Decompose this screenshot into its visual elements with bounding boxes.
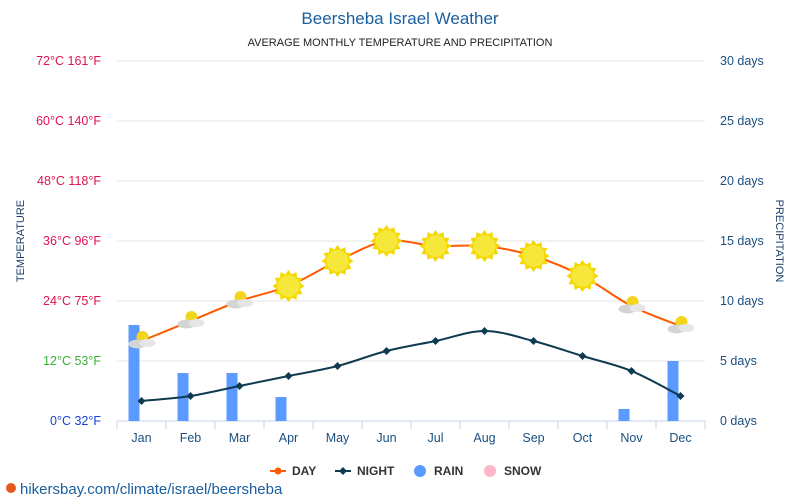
legend-label: NIGHT	[357, 464, 395, 478]
left-tick-label: 0°C 32°F	[50, 414, 101, 428]
sun-icon	[321, 245, 354, 277]
cloud	[237, 299, 254, 307]
chart-title: Beersheba Israel Weather	[301, 9, 499, 28]
x-tick-label: Aug	[473, 431, 495, 445]
legend-rain-swatch	[414, 465, 426, 477]
sun-disc	[424, 235, 447, 257]
cloud	[139, 339, 156, 347]
night-point	[284, 372, 293, 380]
sun-icon	[468, 230, 501, 262]
legend-snow-swatch	[484, 465, 496, 477]
night-point	[676, 392, 685, 400]
night-point	[186, 392, 195, 400]
legend-label: DAY	[292, 464, 316, 478]
night-point	[235, 382, 244, 390]
night-point	[480, 327, 489, 335]
x-tick-label: Oct	[573, 431, 593, 445]
legend-label: RAIN	[434, 464, 463, 478]
sun-disc	[473, 235, 496, 257]
right-axis-label: PRECIPITATION	[773, 200, 785, 283]
x-tick-label: Sep	[522, 431, 544, 445]
chart-subtitle: AVERAGE MONTHLY TEMPERATURE AND PRECIPIT…	[248, 37, 553, 49]
sun-disc	[277, 275, 300, 297]
day-line	[141, 239, 681, 342]
sun-icon	[517, 240, 550, 272]
night-line	[141, 329, 681, 402]
sun-icon	[566, 260, 599, 292]
night-point	[529, 337, 538, 345]
sun-icon	[419, 230, 452, 262]
cloud	[678, 324, 695, 332]
right-tick-label: 20 days	[720, 174, 764, 188]
right-tick-label: 10 days	[720, 294, 764, 308]
cloud	[188, 319, 205, 327]
left-axis-label: TEMPERATURE	[15, 200, 27, 282]
right-tick-label: 30 days	[720, 54, 764, 68]
left-tick-label: 12°C 53°F	[43, 354, 101, 368]
partly-cloudy-icon	[128, 331, 156, 349]
rain-bar	[275, 397, 287, 421]
night-point	[431, 337, 440, 345]
night-point	[578, 352, 587, 360]
right-tick-label: 5 days	[720, 354, 757, 368]
left-tick-label: 48°C 118°F	[37, 174, 101, 188]
partly-cloudy-icon	[177, 311, 205, 329]
partly-cloudy-icon	[618, 296, 646, 314]
right-tick-label: 0 days	[720, 414, 757, 428]
legend-marker	[339, 467, 347, 475]
night-point	[627, 367, 636, 375]
left-tick-label: 60°C 140°F	[36, 114, 101, 128]
sun-disc	[522, 245, 545, 267]
left-tick-label: 36°C 96°F	[43, 234, 101, 248]
left-tick-label: 24°C 75°F	[43, 294, 101, 308]
rain-bar	[128, 325, 140, 421]
night-point	[137, 397, 146, 405]
x-tick-label: May	[326, 431, 350, 445]
x-tick-label: Jan	[131, 431, 151, 445]
partly-cloudy-icon	[226, 291, 254, 309]
night-point	[333, 362, 342, 370]
x-tick-label: Jun	[376, 431, 396, 445]
location-pin-icon	[6, 483, 16, 493]
right-tick-label: 25 days	[720, 114, 764, 128]
cloud	[629, 304, 646, 312]
left-tick-label: 72°C 161°F	[36, 54, 101, 68]
rain-bar	[226, 373, 238, 421]
x-tick-label: Apr	[279, 431, 298, 445]
right-tick-label: 15 days	[720, 234, 764, 248]
sun-icon	[370, 225, 403, 257]
sun-disc	[571, 265, 594, 287]
x-tick-label: Jul	[428, 431, 444, 445]
footer-link[interactable]: hikersbay.com/climate/israel/beersheba	[6, 481, 283, 498]
legend-marker	[274, 467, 282, 475]
legend: DAY NIGHT RAIN SNOW	[270, 464, 542, 478]
legend-label: SNOW	[504, 464, 542, 478]
x-tick-label: Mar	[229, 431, 251, 445]
footer-url[interactable]: hikersbay.com/climate/israel/beersheba	[20, 481, 283, 498]
rain-bar	[618, 409, 630, 421]
sun-disc	[375, 230, 398, 252]
sun-disc	[326, 250, 349, 272]
partly-cloudy-icon	[667, 316, 695, 334]
x-tick-label: Dec	[669, 431, 691, 445]
x-tick-label: Feb	[180, 431, 202, 445]
x-tick-label: Nov	[620, 431, 643, 445]
night-point	[382, 347, 391, 355]
sun-icon	[272, 270, 305, 302]
